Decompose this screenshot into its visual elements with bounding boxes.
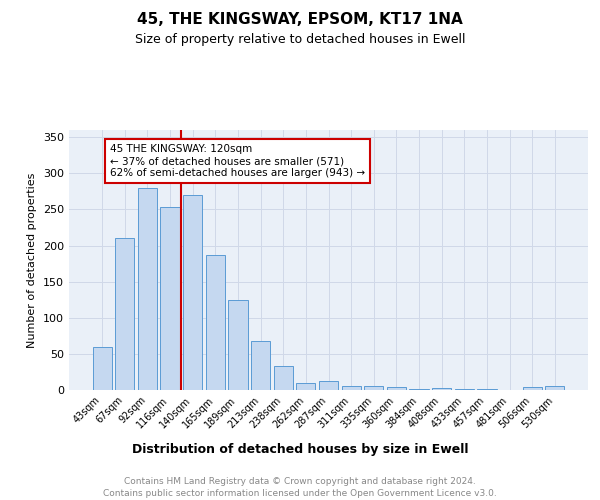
Text: Contains public sector information licensed under the Open Government Licence v3: Contains public sector information licen… (103, 489, 497, 498)
Bar (115, 238, 134, 390)
Bar (545, 386, 565, 390)
Bar (183, 195, 202, 390)
Text: Contains HM Land Registry data © Crown copyright and database right 2024.: Contains HM Land Registry data © Crown c… (124, 478, 476, 486)
Bar (160, 208, 180, 390)
Bar (523, 387, 542, 390)
Bar (92, 346, 112, 390)
Bar (296, 383, 316, 390)
Bar (387, 387, 406, 390)
Bar (229, 300, 248, 390)
Text: Size of property relative to detached houses in Ewell: Size of property relative to detached ho… (135, 32, 465, 46)
Bar (138, 188, 157, 390)
Bar (477, 388, 497, 390)
Text: 45, THE KINGSWAY, EPSOM, KT17 1NA: 45, THE KINGSWAY, EPSOM, KT17 1NA (137, 12, 463, 28)
Text: 45 THE KINGSWAY: 120sqm
← 37% of detached houses are smaller (571)
62% of semi-d: 45 THE KINGSWAY: 120sqm ← 37% of detache… (110, 144, 365, 178)
Bar (432, 388, 451, 390)
Bar (364, 386, 383, 390)
Bar (206, 255, 225, 390)
Y-axis label: Number of detached properties: Number of detached properties (28, 172, 37, 348)
Text: Distribution of detached houses by size in Ewell: Distribution of detached houses by size … (132, 442, 468, 456)
Bar (251, 341, 270, 390)
Bar (341, 386, 361, 390)
Bar (319, 380, 338, 390)
Bar (409, 388, 428, 390)
Bar (274, 366, 293, 390)
